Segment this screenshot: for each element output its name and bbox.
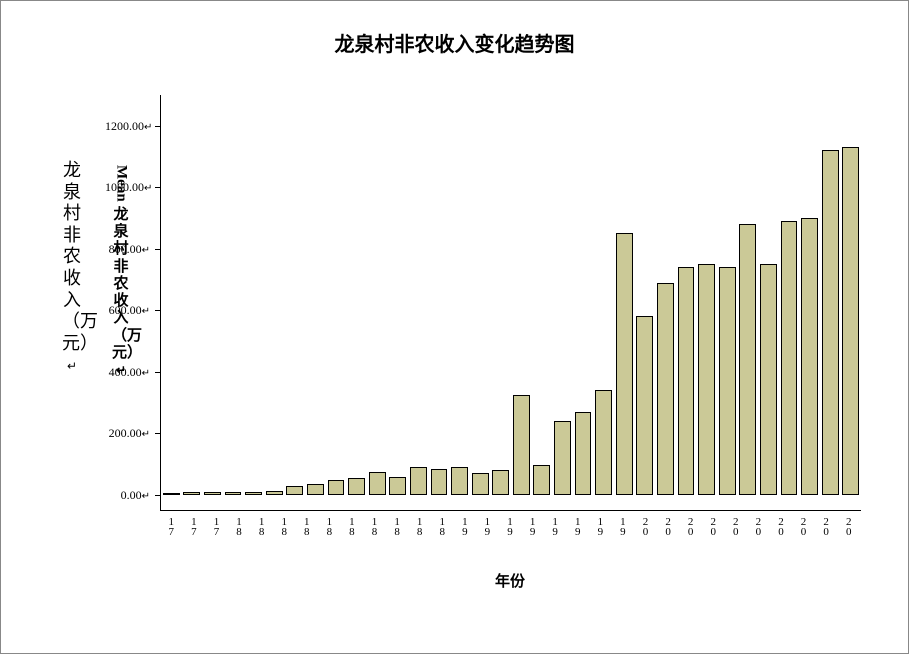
- x-tick-label: 18: [369, 516, 381, 536]
- x-tick-label: 18: [233, 516, 245, 536]
- x-tick-label: 20: [662, 516, 674, 536]
- x-tick-label: 20: [752, 516, 764, 536]
- bar: [163, 493, 180, 495]
- x-tick-label: 20: [843, 516, 855, 536]
- x-tick-label: 19: [617, 516, 629, 536]
- inner-y-axis-label: Mean 龙泉村非农收入（万元） ↵: [112, 165, 130, 379]
- outer-y-axis-label: 龙泉村非农收入（万元） ↵: [62, 160, 82, 376]
- x-tick-label: 18: [346, 516, 358, 536]
- x-tick-label: 18: [301, 516, 313, 536]
- x-tick-label: 20: [685, 516, 697, 536]
- chart-title: 龙泉村非农收入变化趋势图: [0, 28, 909, 57]
- bar: [389, 477, 406, 495]
- x-tick-label: 18: [256, 516, 268, 536]
- bar: [369, 472, 386, 495]
- bar: [678, 267, 695, 494]
- bar: [245, 492, 262, 494]
- bar: [822, 150, 839, 494]
- y-tick-label: 800.00↵: [105, 242, 150, 257]
- y-tick-label: 1200.00↵: [105, 119, 150, 134]
- bar: [636, 316, 653, 494]
- bar: [307, 484, 324, 495]
- bar: [286, 486, 303, 495]
- x-tick-label: 19: [504, 516, 516, 536]
- x-tick-label: 17: [210, 516, 222, 536]
- bar: [657, 283, 674, 495]
- bar: [513, 395, 530, 495]
- x-tick-label: 20: [775, 516, 787, 536]
- return-glyph: ↵: [67, 359, 77, 373]
- y-tick-label: 400.00↵: [105, 365, 150, 380]
- x-tick-label: 17: [188, 516, 200, 536]
- y-tick-label: 1000.00↵: [105, 180, 150, 195]
- y-tick-label: 200.00↵: [105, 426, 150, 441]
- bar: [760, 264, 777, 495]
- bar: [781, 221, 798, 495]
- plot-area: [160, 95, 861, 511]
- bar: [842, 147, 859, 494]
- x-tick-label: 18: [391, 516, 403, 536]
- x-axis-title: 年份: [160, 570, 860, 591]
- x-tick-label: 18: [323, 516, 335, 536]
- bar: [698, 264, 715, 495]
- bar: [739, 224, 756, 495]
- bar: [492, 470, 509, 495]
- x-tick-label: 19: [459, 516, 471, 536]
- y-tick-mark: [155, 249, 160, 250]
- x-tick-label: 20: [639, 516, 651, 536]
- bar: [204, 492, 221, 495]
- x-tick-label: 20: [730, 516, 742, 536]
- y-tick-mark: [155, 495, 160, 496]
- x-tick-label: 20: [707, 516, 719, 536]
- y-tick-mark: [155, 187, 160, 188]
- bar: [801, 218, 818, 495]
- bar: [472, 473, 489, 495]
- bar: [266, 491, 283, 495]
- bar: [348, 478, 365, 495]
- bar: [431, 469, 448, 495]
- bar: [719, 267, 736, 494]
- x-tick-label: 19: [549, 516, 561, 536]
- x-tick-label: 19: [572, 516, 584, 536]
- bar: [328, 480, 345, 495]
- x-tick-label: 20: [820, 516, 832, 536]
- y-tick-mark: [155, 126, 160, 127]
- x-tick-label: 18: [436, 516, 448, 536]
- bar: [595, 390, 612, 495]
- y-tick-label: 0.00↵: [105, 488, 150, 503]
- y-tick-mark: [155, 372, 160, 373]
- x-tick-label: 19: [594, 516, 606, 536]
- bar: [451, 467, 468, 495]
- bar: [533, 465, 550, 494]
- bar: [616, 233, 633, 494]
- x-tick-label: 18: [278, 516, 290, 536]
- x-tick-label: 19: [527, 516, 539, 536]
- bar: [225, 492, 242, 494]
- x-tick-label: 20: [798, 516, 810, 536]
- bar: [410, 467, 427, 495]
- x-tick-label: 19: [481, 516, 493, 536]
- y-tick-mark: [155, 433, 160, 434]
- bar: [183, 492, 200, 495]
- y-tick-label: 600.00↵: [105, 303, 150, 318]
- x-tick-label: 17: [165, 516, 177, 536]
- x-tick-label: 18: [414, 516, 426, 536]
- bar: [575, 412, 592, 495]
- bar: [554, 421, 571, 495]
- y-tick-mark: [155, 310, 160, 311]
